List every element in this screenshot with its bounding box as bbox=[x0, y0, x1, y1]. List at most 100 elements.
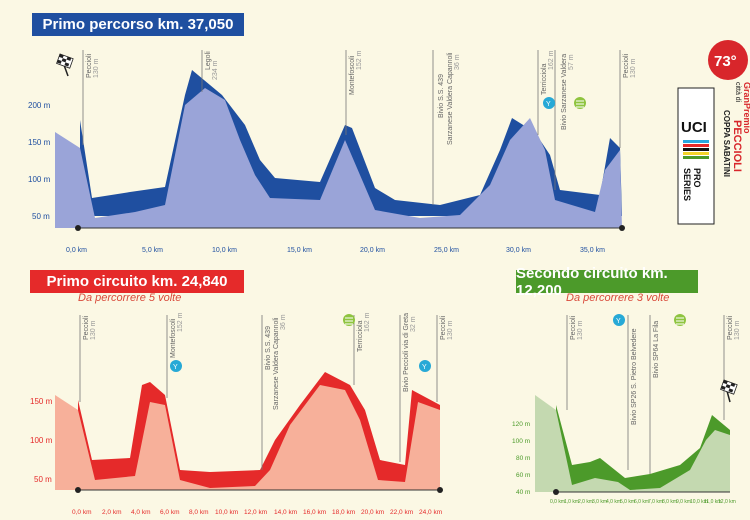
panel1-loc-label: Montefoscoli bbox=[349, 55, 356, 95]
panel1-ytick: 100 m bbox=[28, 175, 51, 184]
panel2-title: Primo circuito km. 24,840 bbox=[30, 270, 244, 293]
panel1-loc-label: Bivio S.S. 439 bbox=[438, 74, 445, 118]
panel1-xtick: 30,0 km bbox=[506, 247, 531, 254]
panel3-ytick: 80 m bbox=[516, 455, 530, 462]
feed-zone-icon: Y bbox=[170, 360, 182, 372]
panel1-fill bbox=[55, 88, 622, 228]
panel3-edge bbox=[556, 405, 730, 492]
panel1-xtick: 10,0 km bbox=[212, 247, 237, 254]
sprint-icon bbox=[674, 314, 686, 326]
panel3-xtick: 4,0 km bbox=[606, 499, 621, 505]
panel3-xtick: 1,0 km bbox=[564, 499, 579, 505]
panel2-xtick: 6,0 km bbox=[160, 509, 180, 516]
panel2-xtick: 2,0 km bbox=[102, 509, 122, 516]
panel2-loc-alt: 130 m bbox=[447, 320, 454, 340]
panel3-xtick: 10,0 km bbox=[690, 499, 708, 505]
panel1-loc-label: Bivio Sarzanese Valdera bbox=[561, 54, 568, 130]
panel1-ytick: 50 m bbox=[32, 212, 50, 221]
event-logo: 73° GranPremio città di PECCIOLI COPPA S… bbox=[708, 40, 750, 177]
panel1-xtick: 20,0 km bbox=[360, 247, 385, 254]
panel2-loc-label: Bivio Peccioli via di Greta bbox=[403, 313, 410, 392]
panel2-loc-label: Bivio S.S. 439 bbox=[265, 326, 272, 370]
panel2-ytick: 150 m bbox=[30, 397, 53, 406]
panel1-ytick: 200 m bbox=[28, 101, 51, 110]
feed-zone-icon: Y bbox=[543, 97, 555, 109]
uci-series: SERIES bbox=[682, 168, 692, 201]
panel3-loc-alt: 130 m bbox=[577, 320, 584, 340]
feed-zone-icon: Y bbox=[419, 360, 431, 372]
panel2-loc-label: Terricciola bbox=[357, 320, 364, 352]
panel1-loc-alt: 162 m bbox=[548, 50, 555, 70]
edition-label: 73° bbox=[714, 53, 737, 70]
panel2-loc-alt: 32 m bbox=[410, 316, 417, 332]
panel1-loc-label: Peccioli bbox=[86, 53, 93, 78]
panel3-ytick: 40 m bbox=[516, 489, 530, 496]
panel2-subtitle: Da percorrere 5 volte bbox=[78, 292, 182, 304]
panel3-loc-label: Peccioli bbox=[570, 315, 577, 340]
sprint-icon bbox=[574, 97, 586, 109]
panel2-ytick: 50 m bbox=[34, 475, 52, 484]
panel3-xtick: 5,0 km bbox=[620, 499, 635, 505]
panel2-loc-alt: 36 m bbox=[280, 314, 287, 330]
panel2-profile: 150 m 100 m 50 m Peccioli 130 m Montefos… bbox=[30, 312, 454, 516]
panel3-xtick: 7,0 km bbox=[648, 499, 663, 505]
panel2-xtick: 18,0 km bbox=[332, 509, 355, 516]
event-town: PECCIOLI bbox=[731, 120, 743, 172]
panel3-ytick: 100 m bbox=[512, 438, 530, 445]
panel2-ytick: 100 m bbox=[30, 436, 53, 445]
panel1-loc-alt: 130 m bbox=[93, 58, 100, 78]
panel1-loc-label: Peccioli bbox=[623, 53, 630, 78]
panel2-xtick: 4,0 km bbox=[131, 509, 151, 516]
panel2-loc-alt: 162 m bbox=[364, 312, 371, 332]
panel3-xtick: 0,0 km bbox=[550, 499, 565, 505]
panel1-title: Primo percorso km. 37,050 bbox=[32, 13, 244, 36]
event-cup: COPPA SABATINI bbox=[722, 110, 731, 177]
panel1-xtick: 25,0 km bbox=[434, 247, 459, 254]
panel1-loc-label: Terricciola bbox=[541, 63, 548, 95]
panel2-loc-label: Peccioli bbox=[83, 315, 90, 340]
panel3-xtick: 11,0 km bbox=[704, 499, 721, 505]
panel3-ytick: 60 m bbox=[516, 472, 530, 479]
panel2-loc-label: Peccioli bbox=[440, 315, 447, 340]
panel2-loc-label: Montefoscoli bbox=[170, 318, 177, 358]
panel1-loc-alt: 57 m bbox=[568, 54, 575, 70]
panel3-loc-alt: 130 m bbox=[734, 320, 741, 340]
panel2-loc-alt: 152 m bbox=[177, 312, 184, 332]
panel2-xtick: 8,0 km bbox=[189, 509, 209, 516]
panel3-loc-label: Bivio SP26 S. Pietro Belvedere bbox=[631, 328, 638, 425]
panel3-loc-label: Peccioli bbox=[727, 315, 734, 340]
panel3-subtitle: Da percorrere 3 volte bbox=[566, 292, 670, 304]
uci-label: UCI bbox=[681, 119, 707, 136]
svg-text:Y: Y bbox=[173, 364, 178, 371]
panel2-xtick: 16,0 km bbox=[303, 509, 326, 516]
checkered-flag-icon bbox=[56, 53, 74, 77]
svg-text:Y: Y bbox=[422, 364, 427, 371]
svg-text:Y: Y bbox=[616, 318, 621, 325]
panel2-loc-alt: 130 m bbox=[90, 320, 97, 340]
panel2-xtick: 10,0 km bbox=[215, 509, 238, 516]
feed-zone-icon: Y bbox=[613, 314, 625, 326]
panel2-xtick: 24,0 km bbox=[419, 509, 442, 516]
panel3-profile: 120 m 100 m 80 m 60 m 40 m Peccioli 130 … bbox=[512, 314, 741, 505]
panel1-xtick: 15,0 km bbox=[287, 247, 312, 254]
uci-stripes-icon bbox=[683, 140, 709, 159]
sprint-icon bbox=[343, 314, 355, 326]
panel3-xtick: 9,0 km bbox=[676, 499, 691, 505]
panel2-edge bbox=[78, 372, 440, 490]
panel2-xtick: 22,0 km bbox=[390, 509, 413, 516]
panel1-loc-alt: 234 m bbox=[212, 60, 219, 80]
panel1-profile: 200 m 150 m 100 m 50 m Peccioli 130 m Le… bbox=[28, 50, 637, 254]
panel1-loc-label: Sarzanese Valdera Capannoli bbox=[447, 52, 454, 145]
panel3-xtick: 3,0 km bbox=[592, 499, 607, 505]
panel1-loc-alt: 152 m bbox=[356, 50, 363, 70]
panel2-loc-label: Sarzanese Valdera Capannoli bbox=[273, 317, 280, 410]
event-line1: GranPremio bbox=[742, 82, 750, 134]
panel2-xtick: 20,0 km bbox=[361, 509, 384, 516]
panel3-xtick: 12,0 km bbox=[718, 499, 736, 505]
panel2-xtick: 14,0 km bbox=[274, 509, 297, 516]
svg-text:Y: Y bbox=[546, 101, 551, 108]
event-line2: città di bbox=[734, 82, 741, 103]
panel1-xtick: 0,0 km bbox=[66, 247, 87, 254]
panel2-fill bbox=[55, 385, 440, 490]
